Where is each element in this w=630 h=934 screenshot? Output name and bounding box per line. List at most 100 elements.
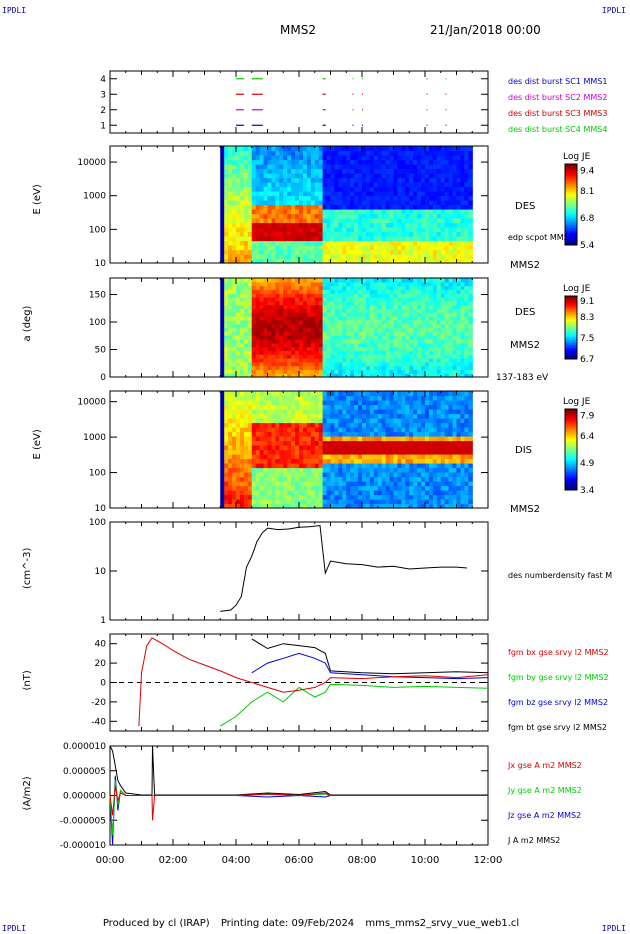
dis-energy-heatmap-cell xyxy=(243,409,249,415)
des-pitch-heatmap-cell xyxy=(330,278,336,283)
des-pitch-heatmap-cell xyxy=(251,308,257,313)
des-pitch-heatmap-cell xyxy=(417,335,422,340)
des-pitch-ytick-label: 100 xyxy=(89,318,106,328)
des-energy-heatmap-cell xyxy=(220,258,225,264)
dis-energy-heatmap-cell xyxy=(417,476,422,482)
des-pitch-heatmap-cell xyxy=(452,338,458,344)
des-pitch-heatmap-cell xyxy=(369,373,375,378)
dis-energy-heatmap-cell xyxy=(239,481,245,487)
des-energy-heatmap-cell xyxy=(373,168,379,174)
des-energy-heatmap-cell xyxy=(377,258,383,264)
des-pitch-heatmap-cell xyxy=(283,373,288,378)
des-pitch-heatmap-cell xyxy=(448,300,454,306)
dis-energy-heatmap-cell xyxy=(239,413,245,419)
dis-energy-heatmap-cell xyxy=(377,458,383,464)
des-pitch-heatmap-cell xyxy=(228,278,233,283)
dis-energy-heatmap-cell xyxy=(381,458,387,464)
des-pitch-heatmap-cell xyxy=(232,335,237,340)
dis-energy-heatmap-cell xyxy=(267,445,273,451)
des-energy-heatmap-cell xyxy=(377,231,383,237)
des-energy-heatmap-cell xyxy=(436,222,442,228)
des-pitch-heatmap-cell xyxy=(354,346,359,351)
des-energy-heatmap-cell xyxy=(239,236,245,242)
des-energy-heatmap-cell xyxy=(393,200,399,206)
des-pitch-heatmap-cell xyxy=(271,365,276,370)
des-energy-heatmap-cell xyxy=(224,245,229,251)
des-pitch-heatmap-cell xyxy=(365,278,371,283)
des-pitch-heatmap-cell xyxy=(326,373,332,378)
des-energy-heatmap-cell xyxy=(444,249,450,255)
des-energy-heatmap-cell xyxy=(417,240,422,246)
dis-energy-heatmap-cell xyxy=(354,395,359,401)
des-energy-heatmap-cell xyxy=(255,258,261,264)
des-pitch-heatmap-cell xyxy=(314,373,320,378)
des-energy-heatmap-cell xyxy=(326,159,332,165)
des-energy-heatmap-cell xyxy=(440,177,446,183)
des-energy-heatmap-cell xyxy=(464,245,469,251)
des-energy-heatmap-cell xyxy=(287,177,292,183)
dis-energy-heatmap-cell xyxy=(259,449,265,455)
dis-energy-heatmap-cell xyxy=(306,427,312,433)
des-energy-heatmap-cell xyxy=(322,231,328,237)
dis-energy-heatmap-cell xyxy=(358,467,363,473)
dis-energy-heatmap-cell xyxy=(247,391,253,397)
des-energy-heatmap-cell xyxy=(397,222,402,228)
dis-energy-heatmap-cell xyxy=(322,503,328,509)
des-energy-heatmap-cell xyxy=(247,173,253,179)
dis-energy-heatmap-cell xyxy=(373,395,379,401)
des-energy-heatmap-cell xyxy=(232,218,237,224)
dis-energy-heatmap-cell xyxy=(381,445,387,451)
des-energy-heatmap-cell xyxy=(428,155,434,161)
des-energy-heatmap-cell xyxy=(464,173,469,179)
des-energy-heatmap-cell xyxy=(295,240,300,246)
des-pitch-heatmap-cell xyxy=(236,308,241,313)
des-pitch-heatmap-cell xyxy=(464,281,469,287)
dis-energy-heatmap-cell xyxy=(326,427,332,433)
des-energy-heatmap-cell xyxy=(236,254,241,260)
des-pitch-heatmap-cell xyxy=(279,323,284,329)
des-energy-heatmap-cell xyxy=(460,195,465,201)
des-energy-heatmap-cell xyxy=(464,204,469,210)
dis-energy-heatmap-cell xyxy=(306,449,312,455)
des-pitch-heatmap-cell xyxy=(421,319,426,325)
des-pitch-colorbar-cell xyxy=(565,333,577,336)
des-energy-heatmap-cell xyxy=(232,231,237,237)
dis-energy-heatmap-cell xyxy=(247,454,253,460)
des-pitch-colorbar-cell xyxy=(565,341,577,344)
des-energy-heatmap-cell xyxy=(377,191,383,197)
dis-energy-heatmap-cell xyxy=(365,476,371,482)
des-pitch-heatmap-cell xyxy=(456,289,462,294)
des-pitch-heatmap-cell xyxy=(224,365,229,370)
des-pitch-heatmap-cell xyxy=(287,297,292,302)
des-energy-heatmap-cell xyxy=(338,173,343,179)
des-pitch-heatmap-cell xyxy=(381,289,387,294)
des-pitch-heatmap-cell xyxy=(428,365,434,370)
des-energy-heatmap-cell xyxy=(295,150,300,156)
des-energy-heatmap-cell xyxy=(306,222,312,228)
dis-energy-heatmap-cell xyxy=(251,472,257,478)
dis-energy-heatmap-cell xyxy=(362,494,367,500)
dis-energy-heatmap-cell xyxy=(322,458,328,464)
des-energy-heatmap-cell xyxy=(263,204,269,210)
des-pitch-heatmap-cell xyxy=(358,289,363,294)
des-energy-heatmap-cell xyxy=(401,245,406,251)
des-energy-heatmap-cell xyxy=(389,236,395,242)
des-pitch-heatmap-cell xyxy=(354,342,359,348)
des-pitch-heatmap-cell xyxy=(267,293,273,298)
des-energy-heatmap-cell xyxy=(299,254,304,260)
des-energy-heatmap-cell xyxy=(243,155,249,161)
des-pitch-heatmap-cell xyxy=(362,285,367,291)
des-energy-heatmap-cell xyxy=(310,254,316,260)
des-pitch-heatmap-cell xyxy=(263,323,269,329)
des-energy-heatmap-cell xyxy=(417,200,422,206)
des-energy-heatmap-cell xyxy=(428,159,434,165)
dis-energy-heatmap-cell xyxy=(342,418,347,424)
des-pitch-heatmap-cell xyxy=(302,346,308,351)
des-pitch-heatmap-cell xyxy=(358,327,363,332)
dis-energy-heatmap-cell xyxy=(409,400,414,406)
des-energy-heatmap-cell xyxy=(224,186,229,192)
dis-energy-heatmap-cell xyxy=(385,418,391,424)
des-pitch-heatmap-cell xyxy=(354,335,359,340)
dis-energy-heatmap-cell xyxy=(405,427,410,433)
dis-energy-heatmap-cell xyxy=(401,472,406,478)
